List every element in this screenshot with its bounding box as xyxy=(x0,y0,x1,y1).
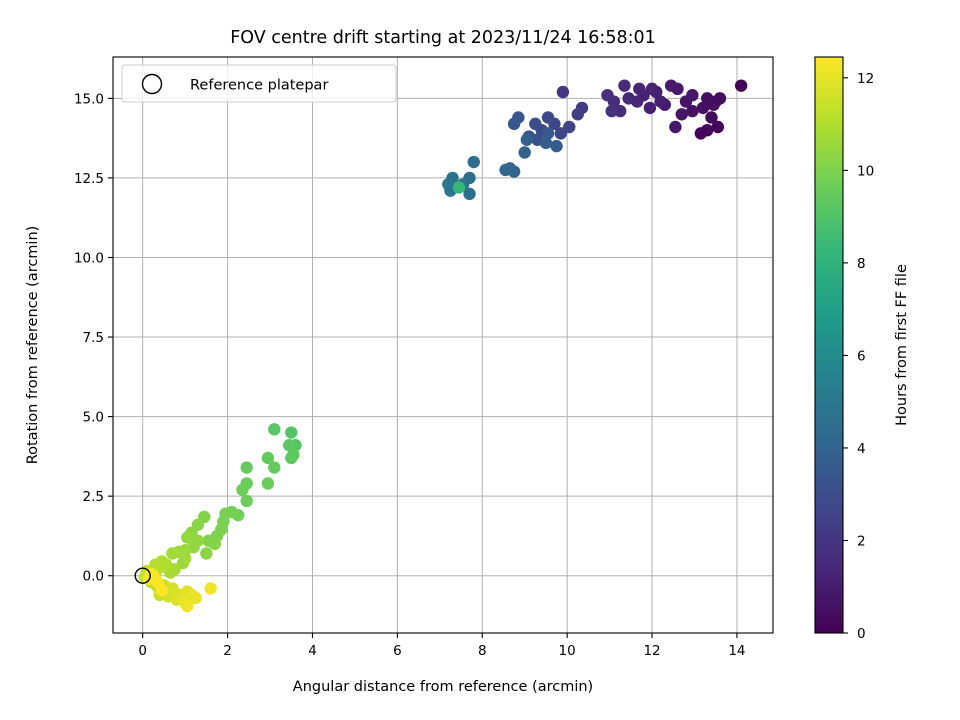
plot-area: 0 2 4 6 8 10 12 14 0.0 2.5 5.0 7.5 10.0 12.5 15.0 xyxy=(74,56,774,659)
x-tick-label: 2 xyxy=(223,643,232,659)
data-point xyxy=(701,92,714,105)
data-point xyxy=(208,537,222,551)
data-point xyxy=(518,146,531,159)
data-point xyxy=(696,101,710,115)
colorbar-tick-label: 6 xyxy=(857,348,866,364)
data-point xyxy=(499,163,512,177)
data-point xyxy=(463,187,476,201)
data-point xyxy=(645,82,659,96)
data-point xyxy=(541,127,555,140)
legend-box xyxy=(121,64,397,103)
data-point xyxy=(701,123,714,137)
data-point xyxy=(669,120,682,134)
x-tick-label: 8 xyxy=(478,643,487,659)
data-point xyxy=(240,494,253,508)
x-tick-label: 4 xyxy=(308,643,317,659)
data-points xyxy=(134,79,748,613)
data-point xyxy=(529,117,542,131)
data-point xyxy=(452,181,466,194)
data-point xyxy=(654,95,667,108)
data-point xyxy=(282,439,296,452)
data-point xyxy=(467,155,480,169)
y-tick-label: 7.5 xyxy=(83,330,104,346)
data-point xyxy=(178,552,192,565)
data-point xyxy=(189,591,202,605)
data-point xyxy=(181,531,194,544)
data-point xyxy=(285,451,298,465)
legend-marker-reference xyxy=(141,73,163,95)
data-point xyxy=(601,88,614,102)
colorbar-label: Hours from first FF file xyxy=(894,264,910,426)
colorbar-tick-label: 10 xyxy=(857,163,874,179)
data-point xyxy=(614,104,627,118)
plot-frame xyxy=(112,56,774,634)
colorbar: 0 2 4 6 8 10 12 Hours from first FF file xyxy=(814,56,910,642)
colorbar-frame xyxy=(814,56,844,634)
data-point xyxy=(261,451,275,465)
colorbar-tick-label: 4 xyxy=(857,441,866,457)
y-tick-label: 0.0 xyxy=(83,569,104,585)
x-axis-ticks: 0 2 4 6 8 10 12 14 xyxy=(138,633,746,659)
data-point xyxy=(240,461,253,474)
colorbar-tick-label: 2 xyxy=(857,533,866,549)
data-point xyxy=(181,599,194,613)
data-point xyxy=(705,111,718,124)
data-point xyxy=(618,79,631,92)
colorbar-gradient xyxy=(815,57,843,633)
y-axis-ticks: 0.0 2.5 5.0 7.5 10.0 12.5 15.0 xyxy=(74,91,113,585)
data-point xyxy=(268,423,281,436)
data-point xyxy=(191,534,205,547)
data-point xyxy=(166,547,179,560)
data-point xyxy=(541,111,555,124)
data-point xyxy=(686,104,699,118)
x-axis-label: Angular distance from reference (arcmin) xyxy=(293,679,593,695)
data-point xyxy=(563,120,576,134)
data-point xyxy=(734,79,748,92)
y-tick-label: 15.0 xyxy=(74,91,104,107)
chart-title: FOV centre drift starting at 2023/11/24 … xyxy=(230,28,656,48)
colorbar-ticks: 0 2 4 6 8 10 12 xyxy=(843,71,874,642)
data-point xyxy=(200,547,213,560)
data-point xyxy=(261,477,275,490)
colorbar-tick-label: 12 xyxy=(857,71,874,87)
x-tick-label: 0 xyxy=(138,643,147,659)
data-point xyxy=(664,79,678,92)
colorbar-tick-label: 0 xyxy=(857,626,866,642)
data-point xyxy=(507,117,521,131)
x-tick-label: 14 xyxy=(728,643,745,659)
grid xyxy=(113,57,773,633)
data-point xyxy=(268,461,281,474)
colorbar-tick-label: 8 xyxy=(857,256,866,272)
data-point xyxy=(605,104,618,118)
data-point xyxy=(622,92,635,105)
x-tick-label: 6 xyxy=(393,643,402,659)
data-point xyxy=(711,120,725,134)
reference-platepar-marker xyxy=(134,567,151,584)
y-axis-label: Rotation from reference (arcmin) xyxy=(25,226,41,465)
data-point xyxy=(686,88,699,102)
legend: Reference platepar xyxy=(121,64,397,103)
legend-label-reference: Reference platepar xyxy=(190,78,328,94)
data-point xyxy=(571,108,584,121)
data-point xyxy=(539,136,553,150)
y-tick-label: 2.5 xyxy=(83,489,104,505)
data-point xyxy=(204,582,217,595)
data-point xyxy=(675,108,688,121)
data-point xyxy=(550,139,563,153)
y-tick-label: 5.0 xyxy=(83,410,104,426)
data-point xyxy=(556,85,570,99)
data-point xyxy=(236,483,249,496)
y-tick-label: 12.5 xyxy=(74,171,104,187)
data-point xyxy=(554,127,567,140)
data-point xyxy=(285,426,298,439)
data-point xyxy=(633,82,646,96)
data-point xyxy=(643,101,657,115)
x-tick-label: 12 xyxy=(643,643,660,659)
y-tick-label: 10.0 xyxy=(74,250,104,266)
data-point xyxy=(155,583,169,597)
data-point xyxy=(520,133,534,146)
x-tick-label: 10 xyxy=(559,643,576,659)
